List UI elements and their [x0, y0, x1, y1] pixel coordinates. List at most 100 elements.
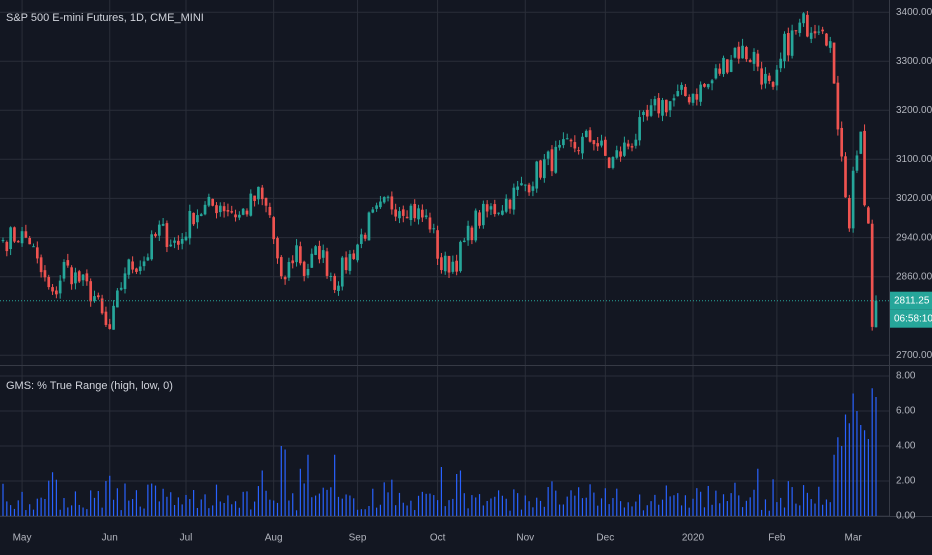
histogram-bar — [177, 497, 179, 516]
histogram-bar — [135, 490, 138, 516]
histogram-bar — [501, 495, 504, 516]
histogram-bar — [257, 486, 260, 516]
histogram-bar — [619, 501, 622, 516]
candle — [211, 198, 215, 206]
histogram-bar — [570, 490, 572, 516]
histogram-bar — [17, 500, 19, 516]
histogram-bar — [116, 488, 118, 516]
candle — [394, 209, 397, 217]
candle — [222, 206, 226, 212]
candle — [398, 211, 401, 219]
histogram-bar — [173, 504, 176, 516]
candle — [62, 262, 66, 279]
histogram-bar — [185, 494, 187, 516]
candle — [112, 305, 115, 330]
candle — [756, 53, 760, 67]
histogram-bar — [818, 486, 820, 516]
candle — [512, 187, 516, 210]
histogram-bar — [101, 507, 103, 516]
histogram-bar — [231, 504, 233, 516]
histogram-bar — [612, 498, 614, 516]
indicator-title[interactable]: GMS: % True Range (high, low, 0) — [6, 380, 173, 392]
histogram-bar — [25, 510, 27, 516]
histogram-bar — [223, 503, 225, 516]
histogram-bar — [147, 484, 149, 516]
candle — [603, 139, 607, 156]
candle — [337, 285, 340, 292]
histogram-bar — [658, 504, 660, 516]
histogram-bar — [261, 470, 263, 516]
candle — [135, 268, 138, 272]
symbol-title[interactable]: S&P 500 E-mini Futures, 1D, CME_MINI — [6, 12, 204, 24]
histogram-bar — [234, 501, 237, 516]
time-tick-label: Aug — [265, 533, 283, 544]
candle — [371, 209, 375, 213]
candle — [764, 73, 767, 84]
candle — [638, 117, 641, 141]
candle — [157, 224, 161, 236]
candle — [173, 240, 176, 243]
histogram-bar — [143, 508, 145, 516]
candle — [299, 246, 302, 264]
candle — [43, 270, 47, 278]
candle — [752, 51, 756, 64]
candle — [527, 184, 531, 193]
histogram-bar — [448, 500, 450, 516]
histogram-bar — [387, 492, 389, 516]
candle — [600, 140, 603, 146]
histogram-bar — [780, 497, 782, 516]
histogram-bar — [341, 498, 343, 516]
last-price-tag[interactable] — [890, 291, 932, 310]
candle — [329, 275, 333, 277]
candle — [20, 231, 24, 244]
histogram-bar — [375, 507, 378, 516]
candle — [554, 146, 558, 173]
candle — [35, 247, 39, 259]
histogram-bar — [93, 497, 96, 516]
histogram-bar — [105, 481, 107, 516]
candle — [321, 250, 325, 258]
histogram-bar — [360, 509, 362, 516]
candle — [687, 96, 691, 103]
histogram-bar — [254, 501, 256, 516]
histogram-bar — [219, 501, 221, 516]
histogram-bar — [193, 490, 195, 516]
candle — [798, 22, 802, 33]
histogram-bar — [459, 470, 462, 516]
histogram-bar — [250, 509, 252, 516]
histogram-bar — [844, 414, 847, 516]
histogram-bar — [398, 492, 401, 516]
histogram-bar — [112, 499, 115, 516]
histogram-bar — [700, 491, 702, 516]
histogram-bar — [151, 483, 153, 516]
histogram-bar — [471, 495, 473, 516]
candle — [550, 149, 554, 172]
candle — [691, 93, 695, 103]
histogram-bar — [696, 488, 698, 516]
time-tick-label: Dec — [596, 533, 614, 544]
histogram-bar — [715, 490, 717, 516]
histogram-bar — [311, 497, 313, 516]
candle — [363, 234, 367, 239]
histogram-bar — [799, 505, 801, 516]
candle — [558, 144, 561, 148]
histogram-bar — [463, 493, 465, 516]
histogram-bar — [334, 454, 336, 516]
histogram-bar — [288, 500, 290, 516]
histogram-bar — [738, 495, 740, 516]
candle — [851, 170, 855, 229]
candle — [779, 58, 783, 69]
histogram-bar — [551, 481, 553, 516]
time-tick-label: Oct — [430, 533, 446, 544]
histogram-bar — [215, 484, 218, 516]
candle — [268, 206, 272, 216]
histogram-bar — [875, 397, 877, 516]
candle — [626, 143, 630, 147]
histogram-bar — [486, 500, 488, 516]
histogram-bar — [726, 501, 728, 516]
candle — [771, 82, 775, 87]
histogram-bar — [63, 498, 65, 516]
candle — [642, 111, 645, 116]
histogram-bar — [429, 493, 431, 516]
